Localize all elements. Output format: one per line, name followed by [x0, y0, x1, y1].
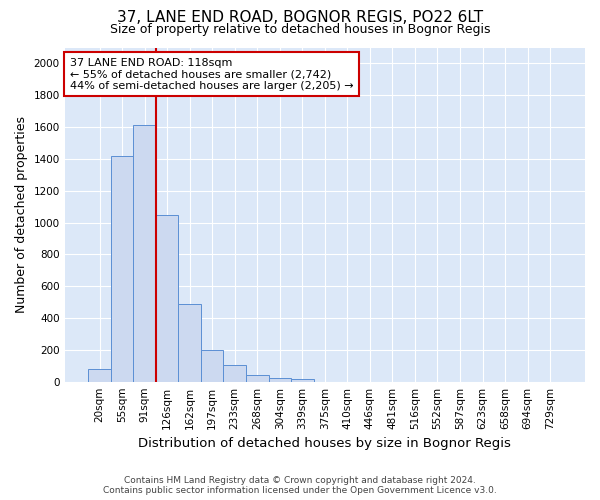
Bar: [246, 376, 269, 382]
Bar: [88, 369, 111, 382]
Text: 37, LANE END ROAD, BOGNOR REGIS, PO22 6LT: 37, LANE END ROAD, BOGNOR REGIS, PO22 6L…: [117, 10, 483, 25]
Y-axis label: Number of detached properties: Number of detached properties: [15, 116, 28, 313]
Bar: [291, 380, 314, 382]
Text: Size of property relative to detached houses in Bognor Regis: Size of property relative to detached ho…: [110, 22, 490, 36]
Bar: [111, 156, 133, 382]
Bar: [156, 214, 178, 382]
X-axis label: Distribution of detached houses by size in Bognor Regis: Distribution of detached houses by size …: [139, 437, 511, 450]
Bar: [201, 350, 223, 382]
Bar: [178, 304, 201, 382]
Text: Contains HM Land Registry data © Crown copyright and database right 2024.
Contai: Contains HM Land Registry data © Crown c…: [103, 476, 497, 495]
Text: 37 LANE END ROAD: 118sqm
← 55% of detached houses are smaller (2,742)
44% of sem: 37 LANE END ROAD: 118sqm ← 55% of detach…: [70, 58, 353, 90]
Bar: [269, 378, 291, 382]
Bar: [133, 126, 156, 382]
Bar: [223, 365, 246, 382]
